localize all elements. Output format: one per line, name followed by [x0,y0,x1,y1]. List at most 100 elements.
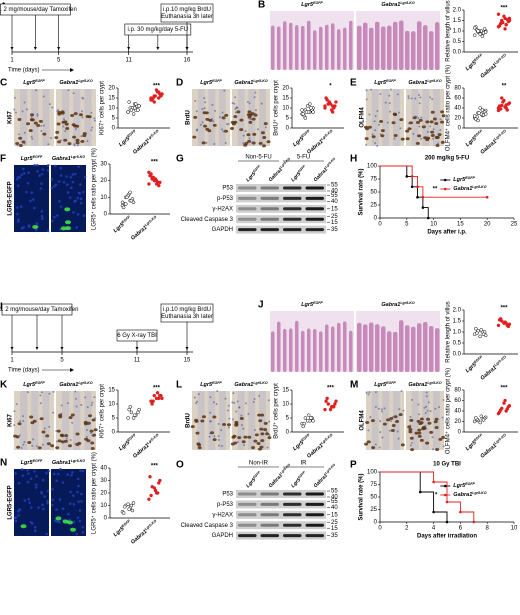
data-dot [334,100,338,104]
nucleus [224,397,227,400]
stained-cell [222,422,227,426]
stained-cell [60,110,65,114]
y-tick-label: 15 [282,96,289,102]
group-label: Lgr5EGFP [374,79,396,87]
nucleus [40,130,43,133]
nucleus [22,226,25,229]
nucleus [367,393,370,396]
group-name: Gabra1 [408,382,427,388]
nucleus [242,142,245,145]
data-dot [120,200,125,205]
villus [429,31,434,71]
y-tick-label: 15 [108,388,115,394]
crypt [73,89,81,146]
significance: *** [151,464,159,470]
stained-cell [263,122,268,126]
blot-band [238,492,257,496]
group-label: Lgr5EGFP [21,459,43,467]
data-dot [505,323,510,328]
data-dot [476,29,480,33]
data-dot [303,416,308,420]
stained-cell [386,418,391,422]
group-sup: EGFP [465,176,475,180]
nucleus [72,92,75,95]
blot-band [260,196,279,200]
nucleus [27,472,30,475]
data-dot [127,100,131,104]
data-dot [147,182,151,186]
data-dot [305,104,310,108]
data-dot [480,108,485,112]
data-dot [147,170,151,175]
nucleus [75,113,78,116]
group-name: Lgr5 [301,2,314,8]
nucleus [254,428,257,431]
nucleus [195,110,198,113]
nucleus [47,442,50,445]
mw-label: 40 [331,495,338,501]
stained-cell [247,139,252,143]
data-dot [129,198,134,203]
micrograph [50,164,87,232]
nucleus [434,407,437,410]
nucleus [31,113,34,116]
nucleus [379,420,382,423]
nucleus [36,114,39,117]
villus [381,326,386,372]
stained-cell [409,418,414,422]
stained-cell [64,434,69,438]
nucleus [47,143,50,146]
nucleus [252,400,255,403]
crypt [382,89,390,146]
y-tick-label: 20 [100,178,107,184]
y-tick-label: 0 [374,216,378,222]
nucleus [410,441,413,444]
villus [307,328,311,372]
data-dot [128,190,132,195]
stained-cell [261,144,266,148]
nucleus [26,480,30,484]
nucleus [248,117,251,120]
data-dot [126,110,130,114]
stained-cell [54,136,59,140]
nucleus [21,474,25,477]
significance: *** [153,84,161,90]
stained-cell [365,127,370,131]
blot-band [238,228,257,232]
survival-point [472,520,476,524]
data-dot [156,90,161,94]
panel-letter: L [176,380,182,391]
nucleus [74,390,77,393]
stained-cell [440,120,445,124]
nucleus [23,142,26,145]
time-arrow-head [70,68,74,72]
nucleus [16,510,20,513]
blot-strip [236,225,326,234]
group-name: Gabra1 [453,492,472,498]
data-dot [121,205,126,210]
group-label: Lgr5EGFP [374,381,396,389]
micrograph [50,467,86,536]
y-tick-label: 10 [282,106,289,112]
nucleus [432,137,435,140]
villus [429,325,434,372]
data-dot [333,402,337,406]
blot-band [283,523,302,527]
nucleus [39,402,42,405]
y-tick-label: 25 [370,203,377,209]
group-sup: EGFP [313,1,323,5]
group-sup: EGFP [386,79,396,83]
blot-band [305,513,324,517]
blot-band [305,492,324,496]
group-name: Lgr5 [21,156,34,162]
blot-band [260,228,279,232]
group-sup: EGFP [127,432,137,442]
y-tick-label: 100 [367,470,378,476]
data-dot [129,108,134,112]
nucleus [78,519,82,523]
survival-point [410,185,414,189]
y-tick-label: 2.0 [453,8,462,14]
blot-band [305,217,324,221]
legend-marker [444,187,447,191]
data-dot [127,507,131,511]
